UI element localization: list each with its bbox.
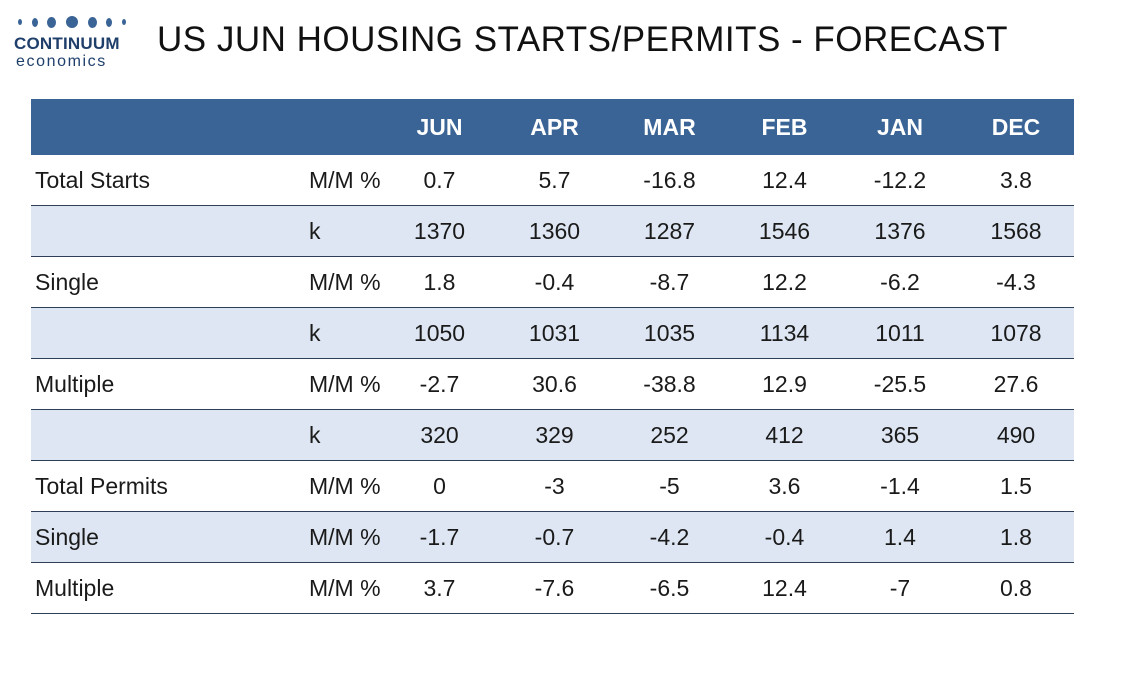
- cell-value: 1134: [727, 307, 842, 359]
- cell-value: 320: [382, 409, 497, 461]
- cell-value: 0.8: [958, 562, 1074, 614]
- cell-value: 490: [958, 409, 1074, 461]
- table-row: Multiple M/M % -2.7 30.6 -38.8 12.9 -25.…: [31, 358, 1074, 410]
- cell-value: -0.4: [497, 256, 612, 308]
- column-header-jun: JUN: [382, 99, 497, 155]
- column-header-label: [31, 99, 309, 155]
- table-row: k 320 329 252 412 365 490: [31, 409, 1074, 461]
- cell-value: 3.7: [382, 562, 497, 614]
- row-label: Single: [31, 511, 309, 563]
- cell-value: -2.7: [382, 358, 497, 410]
- cell-value: 412: [727, 409, 842, 461]
- cell-value: 1546: [727, 205, 842, 257]
- cell-value: 3.8: [958, 155, 1074, 206]
- column-header-feb: FEB: [727, 99, 842, 155]
- cell-value: 12.4: [727, 562, 842, 614]
- cell-value: 365: [842, 409, 958, 461]
- table-row: k 1050 1031 1035 1134 1011 1078: [31, 307, 1074, 359]
- cell-value: -38.8: [612, 358, 727, 410]
- row-unit: k: [309, 307, 382, 359]
- row-unit: M/M %: [309, 256, 382, 308]
- cell-value: -7.6: [497, 562, 612, 614]
- cell-value: -8.7: [612, 256, 727, 308]
- cell-value: 1050: [382, 307, 497, 359]
- column-header-mar: MAR: [612, 99, 727, 155]
- row-label: Total Starts: [31, 155, 309, 206]
- row-label: Single: [31, 256, 309, 308]
- table-header-row: JUN APR MAR FEB JAN DEC: [31, 99, 1074, 155]
- continuum-logo: CONTINUUM economics: [14, 14, 132, 70]
- row-unit: k: [309, 205, 382, 257]
- row-label: [31, 409, 309, 461]
- logo-dots-icon: [18, 14, 126, 30]
- table-row: Total Starts M/M % 0.7 5.7 -16.8 12.4 -1…: [31, 155, 1074, 206]
- table-row: k 1370 1360 1287 1546 1376 1568: [31, 205, 1074, 257]
- row-label: [31, 205, 309, 257]
- cell-value: 329: [497, 409, 612, 461]
- cell-value: -6.2: [842, 256, 958, 308]
- cell-value: 1078: [958, 307, 1074, 359]
- row-unit: M/M %: [309, 358, 382, 410]
- row-label: Multiple: [31, 358, 309, 410]
- table-row: Single M/M % -1.7 -0.7 -4.2 -0.4 1.4 1.8: [31, 511, 1074, 563]
- cell-value: 1011: [842, 307, 958, 359]
- column-header-apr: APR: [497, 99, 612, 155]
- cell-value: -4.3: [958, 256, 1074, 308]
- table-row: Multiple M/M % 3.7 -7.6 -6.5 12.4 -7 0.8: [31, 562, 1074, 614]
- cell-value: 1035: [612, 307, 727, 359]
- cell-value: -6.5: [612, 562, 727, 614]
- cell-value: -1.7: [382, 511, 497, 563]
- logo-subtitle: economics: [16, 53, 107, 70]
- column-header-dec: DEC: [958, 99, 1074, 155]
- cell-value: 0.7: [382, 155, 497, 206]
- cell-value: 1.8: [958, 511, 1074, 563]
- forecast-table: JUN APR MAR FEB JAN DEC Total Starts M/M…: [31, 99, 1074, 614]
- table-row: Total Permits M/M % 0 -3 -5 3.6 -1.4 1.5: [31, 460, 1074, 512]
- column-header-unit: [309, 99, 382, 155]
- cell-value: 0: [382, 460, 497, 512]
- cell-value: 12.9: [727, 358, 842, 410]
- cell-value: -0.4: [727, 511, 842, 563]
- cell-value: 1287: [612, 205, 727, 257]
- cell-value: -25.5: [842, 358, 958, 410]
- table-row: Single M/M % 1.8 -0.4 -8.7 12.2 -6.2 -4.…: [31, 256, 1074, 308]
- row-unit: M/M %: [309, 511, 382, 563]
- cell-value: 1360: [497, 205, 612, 257]
- row-label: Total Permits: [31, 460, 309, 512]
- row-label: Multiple: [31, 562, 309, 614]
- row-unit: k: [309, 409, 382, 461]
- cell-value: 30.6: [497, 358, 612, 410]
- page-title: US JUN HOUSING STARTS/PERMITS - FORECAST: [157, 20, 1008, 59]
- row-unit: M/M %: [309, 155, 382, 206]
- cell-value: 1370: [382, 205, 497, 257]
- cell-value: -5: [612, 460, 727, 512]
- cell-value: -0.7: [497, 511, 612, 563]
- cell-value: 1031: [497, 307, 612, 359]
- cell-value: 252: [612, 409, 727, 461]
- logo-name: CONTINUUM: [14, 34, 120, 53]
- cell-value: -12.2: [842, 155, 958, 206]
- cell-value: 12.4: [727, 155, 842, 206]
- cell-value: 3.6: [727, 460, 842, 512]
- cell-value: -16.8: [612, 155, 727, 206]
- row-label: [31, 307, 309, 359]
- cell-value: 1.5: [958, 460, 1074, 512]
- cell-value: 1568: [958, 205, 1074, 257]
- column-header-jan: JAN: [842, 99, 958, 155]
- cell-value: 1376: [842, 205, 958, 257]
- cell-value: 1.8: [382, 256, 497, 308]
- cell-value: 5.7: [497, 155, 612, 206]
- row-unit: M/M %: [309, 562, 382, 614]
- cell-value: -3: [497, 460, 612, 512]
- cell-value: 1.4: [842, 511, 958, 563]
- cell-value: -4.2: [612, 511, 727, 563]
- cell-value: -7: [842, 562, 958, 614]
- cell-value: -1.4: [842, 460, 958, 512]
- cell-value: 27.6: [958, 358, 1074, 410]
- row-unit: M/M %: [309, 460, 382, 512]
- cell-value: 12.2: [727, 256, 842, 308]
